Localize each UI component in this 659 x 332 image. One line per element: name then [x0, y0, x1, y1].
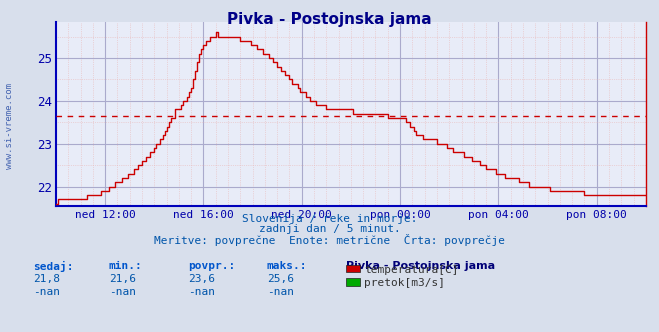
Text: Meritve: povprečne  Enote: metrične  Črta: povprečje: Meritve: povprečne Enote: metrične Črta:… — [154, 234, 505, 246]
Text: -nan: -nan — [109, 287, 136, 297]
Text: Pivka - Postojnska jama: Pivka - Postojnska jama — [227, 12, 432, 27]
Text: 23,6: 23,6 — [188, 274, 215, 284]
Text: povpr.:: povpr.: — [188, 261, 235, 271]
Text: Slovenija / reke in morje.: Slovenija / reke in morje. — [242, 214, 417, 224]
Text: 25,6: 25,6 — [267, 274, 294, 284]
Text: -nan: -nan — [267, 287, 294, 297]
Text: temperatura[C]: temperatura[C] — [364, 265, 459, 275]
Text: www.si-vreme.com: www.si-vreme.com — [5, 83, 14, 169]
Text: -nan: -nan — [188, 287, 215, 297]
Text: sedaj:: sedaj: — [33, 261, 73, 272]
Text: Pivka - Postojnska jama: Pivka - Postojnska jama — [346, 261, 495, 271]
Text: -nan: -nan — [33, 287, 60, 297]
Text: min.:: min.: — [109, 261, 142, 271]
Text: 21,8: 21,8 — [33, 274, 60, 284]
Text: 21,6: 21,6 — [109, 274, 136, 284]
Text: maks.:: maks.: — [267, 261, 307, 271]
Text: pretok[m3/s]: pretok[m3/s] — [364, 278, 445, 288]
Text: zadnji dan / 5 minut.: zadnji dan / 5 minut. — [258, 224, 401, 234]
